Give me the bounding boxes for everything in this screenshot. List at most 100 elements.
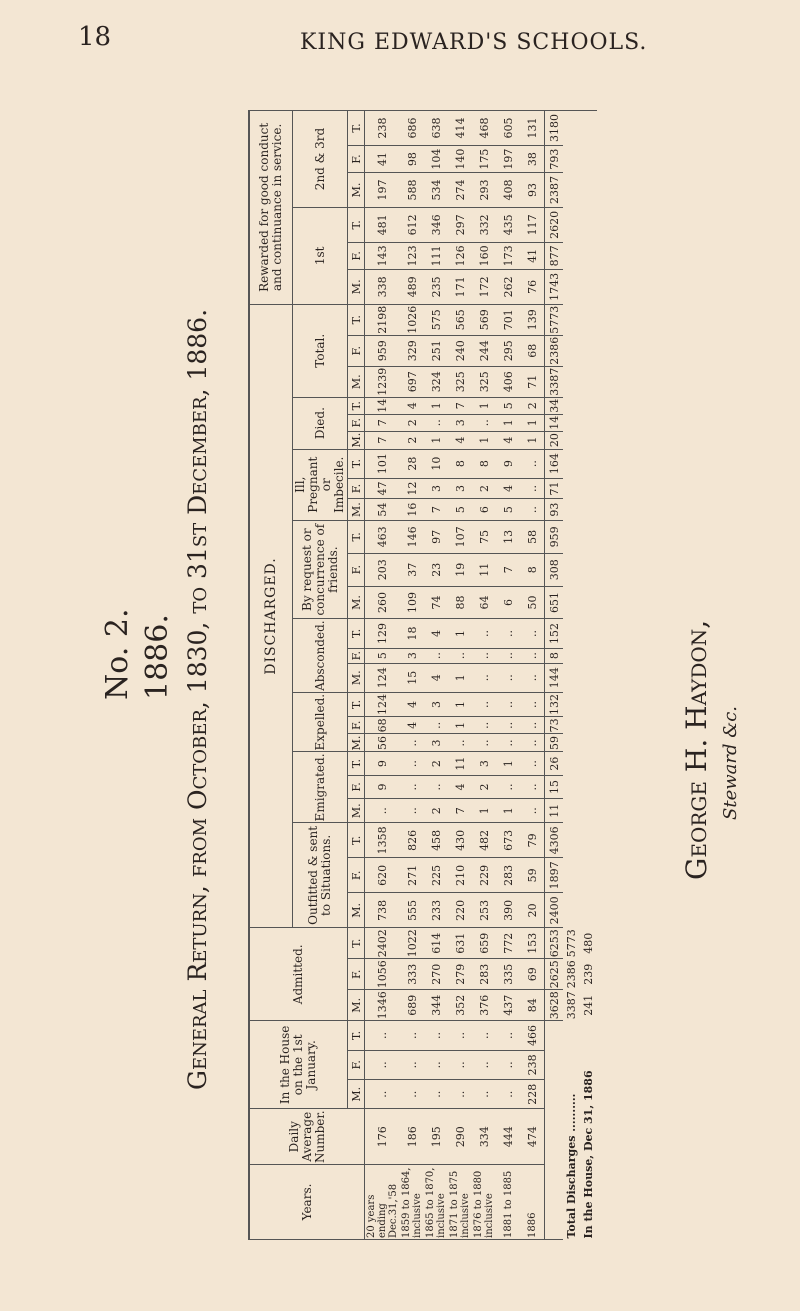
total-rewarded-1st-cell: 877 (544, 242, 563, 270)
expelled-cell: .. (520, 692, 545, 717)
by-request-cell: 23 (424, 553, 448, 587)
by-request-cell: 109 (400, 586, 424, 619)
total-cell: 575 (424, 304, 448, 336)
rewarded-1st-cell: 76 (520, 269, 545, 305)
in-house-cell: .. (448, 1050, 472, 1080)
died-cell: 1 (472, 431, 496, 450)
rewarded-2nd-cell: 41 (364, 145, 400, 173)
total-rewarded-2nd-cell: 2387 (544, 172, 563, 208)
absconded-cell: 4 (424, 663, 448, 693)
by-request-cell: 64 (472, 586, 496, 619)
admitted-cell: 153 (520, 927, 545, 959)
rewarded-2nd-cell: 638 (424, 110, 448, 146)
running-head: KING EDWARD'S SCHOOLS. (300, 30, 648, 55)
total-died-cell: 20 (544, 431, 563, 450)
rewarded-1st-cell: 111 (424, 242, 448, 270)
header-m: M. (347, 269, 365, 305)
admitted-cell: 659 (472, 927, 496, 959)
died-cell: 1 (520, 431, 545, 450)
died-cell: 1 (520, 414, 545, 432)
outfitted-cell: 229 (472, 857, 496, 893)
total-ill-cell: 93 (544, 498, 563, 521)
years-cell: 1876 to 1880 inclusive (472, 1164, 496, 1240)
rewarded-1st-cell: 612 (400, 207, 424, 243)
ill-cell: 54 (364, 498, 400, 521)
header-rewarded-2nd-3rd: 2nd & 3rd (292, 110, 348, 208)
rewarded-2nd-cell: 534 (424, 172, 448, 208)
header-t: T. (347, 520, 365, 554)
absconded-cell: .. (496, 648, 520, 664)
header-in-house: In the House on the 1st January. (249, 1020, 348, 1109)
years-cell: 1886 (520, 1164, 545, 1240)
in-house-cell: .. (400, 1050, 424, 1080)
ill-cell: 8 (448, 449, 472, 479)
total-expelled-cell: 59 (544, 733, 563, 752)
total-died-cell: 14 (544, 414, 563, 432)
total-total-cell: 3387 (544, 366, 563, 398)
absconded-cell: 1 (448, 663, 472, 693)
total-rewarded-2nd-cell: 3180 (544, 110, 563, 146)
total-died-cell: 34 (544, 397, 563, 415)
expelled-cell: 3 (424, 733, 448, 752)
admitted-cell: 333 (400, 958, 424, 990)
in-house-cell: .. (424, 1079, 448, 1109)
rewarded-1st-cell: 117 (520, 207, 545, 243)
ill-cell: 47 (364, 478, 400, 499)
extra-blank (563, 111, 580, 928)
total-cell: 569 (472, 304, 496, 336)
absconded-cell: .. (496, 618, 520, 649)
total-admitted-cell: 2625 (544, 958, 563, 990)
rewarded-2nd-cell: 238 (364, 110, 400, 146)
rewarded-1st-cell: 262 (496, 269, 520, 305)
header-f: F. (347, 242, 365, 270)
by-request-cell: 74 (424, 586, 448, 619)
emigrated-cell: 7 (448, 798, 472, 823)
admitted-cell: 376 (472, 989, 496, 1021)
extra-blank (580, 111, 597, 928)
expelled-cell: .. (520, 733, 545, 752)
years-cell: 1865 to 1870, inclusive (424, 1164, 448, 1240)
total-discharges-value: 3387 (565, 991, 578, 1020)
total-ill-cell: 71 (544, 478, 563, 499)
header-f: F. (347, 857, 365, 893)
rewarded-1st-cell: 481 (364, 207, 400, 243)
total-absconded-cell: 152 (544, 618, 563, 649)
died-cell: 14 (364, 397, 400, 415)
total-outfitted-cell: 2400 (544, 892, 563, 928)
died-cell: 4 (448, 431, 472, 450)
absconded-cell: .. (520, 618, 545, 649)
rewarded-2nd-cell: 197 (364, 172, 400, 208)
header-t: T. (347, 397, 365, 415)
return-year: 1886. (140, 614, 175, 700)
emigrated-cell: 4 (448, 775, 472, 799)
header-t: T. (347, 1020, 365, 1051)
absconded-cell: 129 (364, 618, 400, 649)
outfitted-cell: 233 (424, 892, 448, 928)
absconded-cell: 15 (400, 663, 424, 693)
rewarded-1st-cell: 435 (496, 207, 520, 243)
total-emigrated-cell: 26 (544, 751, 563, 776)
absconded-cell: 1 (448, 618, 472, 649)
in-house-cell: .. (496, 1079, 520, 1109)
admitted-cell: 631 (448, 927, 472, 959)
in-house-cell: 228 (520, 1079, 545, 1109)
years-cell: 1859 to 1864, inclusive (400, 1164, 424, 1240)
header-m: M. (347, 663, 365, 693)
absconded-cell: .. (448, 648, 472, 664)
expelled-cell: .. (496, 692, 520, 717)
total-cell: 139 (520, 304, 545, 336)
outfitted-cell: 1358 (364, 822, 400, 858)
in-house-cell: .. (364, 1050, 400, 1080)
outfitted-cell: 430 (448, 822, 472, 858)
rewarded-1st-cell: 126 (448, 242, 472, 270)
admitted-cell: 1346 (364, 989, 400, 1021)
outfitted-cell: 482 (472, 822, 496, 858)
ill-cell: .. (520, 449, 545, 479)
died-cell: 1 (472, 397, 496, 415)
header-m: M. (347, 172, 365, 208)
rewarded-2nd-cell: 197 (496, 145, 520, 173)
rewarded-1st-cell: 346 (424, 207, 448, 243)
outfitted-cell: 826 (400, 822, 424, 858)
table-row: 1865 to 1870, inclusive 195...... 344 270 61… (424, 110, 448, 1240)
header-m: M. (347, 733, 365, 752)
